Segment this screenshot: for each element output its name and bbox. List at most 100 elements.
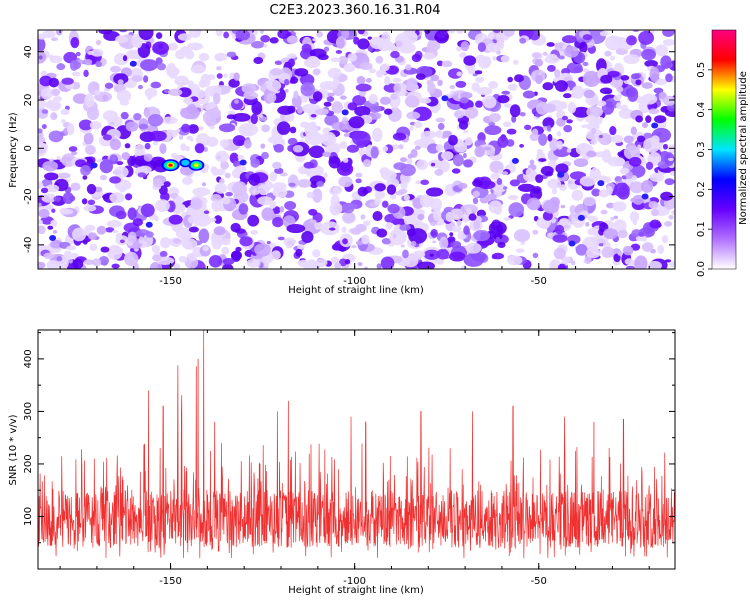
heatmap-cell bbox=[543, 199, 560, 214]
heatmap-cell bbox=[178, 255, 188, 263]
heatmap-cell bbox=[52, 96, 63, 102]
heatmap-cell bbox=[618, 108, 635, 119]
heatmap-cell bbox=[611, 134, 624, 144]
heatmap-cell bbox=[219, 139, 230, 148]
heatmap-cell bbox=[402, 249, 409, 259]
heatmap-cell bbox=[482, 95, 497, 109]
heatmap-cell bbox=[182, 238, 198, 250]
heatmap-cell bbox=[419, 194, 435, 208]
heatmap-cell bbox=[315, 108, 329, 116]
heatmap-cell bbox=[434, 168, 444, 176]
heatmap-cell bbox=[83, 259, 95, 265]
heatmap-hotspot bbox=[181, 159, 190, 166]
heatmap-cell bbox=[143, 153, 153, 162]
heatmap-cell bbox=[657, 244, 665, 254]
heatmap-cell bbox=[591, 127, 597, 135]
heatmap-cell bbox=[476, 86, 493, 96]
heatmap-cell bbox=[214, 183, 227, 194]
heatmap-cell bbox=[463, 129, 469, 134]
heatmap-cell bbox=[248, 173, 261, 186]
heatmap-cell bbox=[218, 123, 236, 133]
colorbar-label: Normalized spectral amplitude bbox=[738, 71, 749, 225]
heatmap-cell bbox=[660, 191, 674, 201]
heatmap-y-axis-label: Frequency (Hz) bbox=[8, 112, 19, 188]
heatmap-cell bbox=[439, 236, 449, 250]
heatmap-cell bbox=[38, 128, 43, 134]
heatmap-cell bbox=[52, 229, 58, 234]
heatmap-cell bbox=[623, 54, 640, 65]
heatmap-cell bbox=[535, 74, 543, 85]
heatmap-cell bbox=[600, 209, 608, 215]
heatmap-cell bbox=[175, 196, 180, 202]
heatmap-cell bbox=[38, 181, 44, 189]
heatmap-cell bbox=[409, 125, 414, 131]
heatmap-cell bbox=[613, 36, 628, 45]
heatmap-cell bbox=[460, 41, 470, 52]
heatmap-cell bbox=[395, 83, 400, 86]
heatmap-cell bbox=[202, 109, 222, 126]
heatmap-cell bbox=[369, 36, 385, 50]
heatmap-cell bbox=[49, 55, 63, 64]
heatmap-cell bbox=[258, 113, 264, 118]
heatmap-cell bbox=[415, 73, 426, 80]
heatmap-cell bbox=[590, 139, 598, 145]
heatmap-cell bbox=[272, 206, 281, 215]
heatmap-cell bbox=[609, 76, 623, 89]
snr-y-tick-label: 400 bbox=[23, 349, 34, 368]
heatmap-cell bbox=[355, 83, 372, 92]
heatmap-y-tick-label: 20 bbox=[23, 94, 34, 107]
heatmap-cell bbox=[340, 95, 347, 100]
heatmap-cell bbox=[343, 63, 356, 73]
heatmap-cell bbox=[188, 30, 201, 39]
heatmap-cell bbox=[342, 238, 348, 245]
heatmap-cell bbox=[429, 253, 434, 257]
heatmap-cell bbox=[342, 202, 355, 214]
heatmap-cell bbox=[380, 256, 395, 269]
heatmap-cell bbox=[84, 93, 95, 108]
heatmap-cell bbox=[526, 197, 541, 211]
heatmap-cell bbox=[220, 238, 231, 246]
heatmap-cell bbox=[66, 245, 77, 251]
heatmap-cell bbox=[638, 231, 645, 237]
heatmap-cell bbox=[231, 250, 242, 262]
heatmap-cell bbox=[160, 191, 170, 202]
heatmap-cell bbox=[38, 261, 46, 269]
heatmap-cell bbox=[155, 32, 163, 39]
heatmap-cell bbox=[556, 140, 564, 150]
heatmap-cell bbox=[148, 130, 167, 142]
heatmap-cell bbox=[138, 165, 152, 174]
heatmap-cell bbox=[167, 62, 176, 71]
heatmap-cell bbox=[451, 225, 462, 233]
heatmap-cell bbox=[193, 89, 207, 99]
heatmap-cell bbox=[51, 88, 61, 97]
heatmap-cell bbox=[50, 112, 58, 121]
heatmap-cell bbox=[88, 232, 98, 240]
heatmap-cell bbox=[535, 101, 550, 115]
heatmap-cell bbox=[495, 40, 505, 51]
heatmap-cell bbox=[357, 186, 368, 197]
heatmap-cell bbox=[309, 219, 317, 224]
heatmap-cell bbox=[434, 30, 449, 44]
heatmap-cell bbox=[630, 243, 641, 251]
heatmap-cell bbox=[647, 260, 662, 269]
heatmap-cell bbox=[203, 146, 208, 152]
heatmap-cell bbox=[75, 51, 81, 57]
heatmap-cell bbox=[85, 144, 96, 155]
heatmap-cell bbox=[616, 102, 622, 110]
heatmap-cell bbox=[435, 117, 446, 123]
figure-title: C2E3.2023.360.16.31.R04 bbox=[269, 3, 440, 18]
heatmap-cell bbox=[616, 85, 624, 93]
heatmap-cell bbox=[83, 132, 94, 145]
heatmap-cell bbox=[556, 117, 566, 127]
heatmap-cell bbox=[477, 42, 486, 53]
heatmap-cell bbox=[375, 55, 384, 64]
snr-y-tick-label: 300 bbox=[23, 402, 34, 421]
snr-y-axis-label: SNR (10 * v/v) bbox=[8, 414, 19, 485]
heatmap-cell bbox=[357, 262, 363, 267]
heatmap-cell bbox=[430, 74, 440, 82]
heatmap-cell bbox=[185, 49, 195, 60]
heatmap-cell bbox=[554, 42, 564, 48]
heatmap-cell bbox=[92, 82, 100, 89]
heatmap-cell bbox=[331, 256, 340, 264]
heatmap-cell bbox=[525, 167, 534, 178]
